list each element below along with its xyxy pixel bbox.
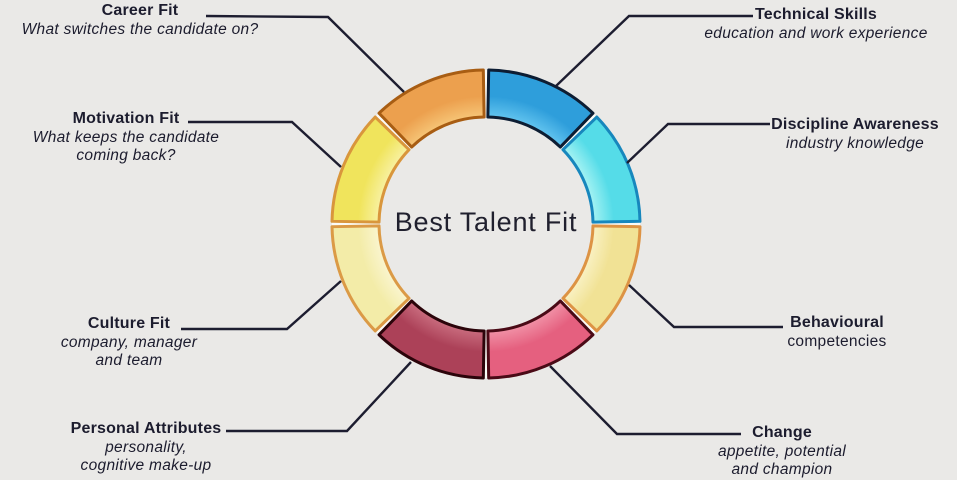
label-motivation-fit: Motivation Fit What keeps the candidate … [2, 109, 250, 164]
leader-line-discipline-awareness [626, 122, 770, 164]
label-motivation-fit-subtitle: coming back? [76, 146, 176, 164]
donut-center-title: Best Talent Fit [394, 207, 578, 237]
leader-line-career-fit [205, 14, 405, 93]
label-change-subtitle: appetite, potential [717, 443, 847, 460]
donut-segment-personal-attributes [377, 299, 486, 380]
donut-segment-culture-fit [330, 224, 411, 333]
label-career-fit: Career Fit What switches the candidate o… [0, 1, 280, 39]
label-technical-skills: Technical Skills education and work expe… [671, 5, 957, 43]
label-motivation-fit-subtitle: What keeps the candidate [32, 129, 220, 146]
label-personal-attributes: Personal Attributes personality, cogniti… [0, 419, 292, 474]
label-technical-skills-title: Technical Skills [754, 6, 878, 23]
donut-segment-behavioural-competencies [561, 224, 642, 333]
label-culture-fit-title: Culture Fit [87, 315, 171, 332]
donut-base-ring [332, 70, 640, 378]
label-behavioural-competencies-subtitle: competencies [787, 333, 887, 350]
label-motivation-fit-title: Motivation Fit [72, 110, 180, 127]
donut-segment-discipline-awareness [561, 115, 642, 224]
label-behavioural-competencies-title: Behavioural [790, 314, 884, 331]
leader-line-culture-fit [181, 280, 342, 331]
leader-line-change [549, 365, 741, 436]
donut-segment-career-fit [377, 68, 486, 149]
leader-line-technical-skills [555, 14, 753, 87]
label-personal-attributes-title: Personal Attributes [70, 420, 222, 437]
label-culture-fit-subtitle: company, manager [60, 334, 198, 351]
donut-segment-change [486, 299, 595, 380]
leader-line-motivation-fit [188, 120, 342, 168]
label-personal-attributes-subtitle: personality, [105, 439, 187, 456]
label-discipline-awareness-subtitle: industry knowledge [785, 135, 925, 152]
label-career-fit-subtitle: What switches the candidate on? [21, 21, 259, 38]
label-change-title: Change [752, 424, 812, 441]
label-culture-fit: Culture Fit company, manager and team [0, 314, 258, 369]
label-discipline-awareness-title: Discipline Awareness [771, 116, 939, 133]
label-personal-attributes-subtitle: cognitive make-up [80, 456, 212, 474]
label-culture-fit-subtitle: and team [95, 351, 163, 369]
donut-segment-technical-skills [486, 68, 595, 149]
label-discipline-awareness: Discipline Awareness industry knowledge [725, 115, 957, 153]
donut-segment-motivation-fit [330, 115, 411, 224]
leader-line-behavioural-competencies [628, 284, 783, 329]
label-technical-skills-subtitle: education and work experience [704, 25, 928, 42]
label-career-fit-title: Career Fit [101, 2, 179, 19]
label-change-subtitle: and champion [731, 460, 833, 478]
label-change: Change appetite, potential and champion [652, 423, 912, 478]
leader-line-personal-attributes [226, 361, 412, 433]
label-behavioural-competencies: Behavioural competencies [707, 313, 957, 351]
